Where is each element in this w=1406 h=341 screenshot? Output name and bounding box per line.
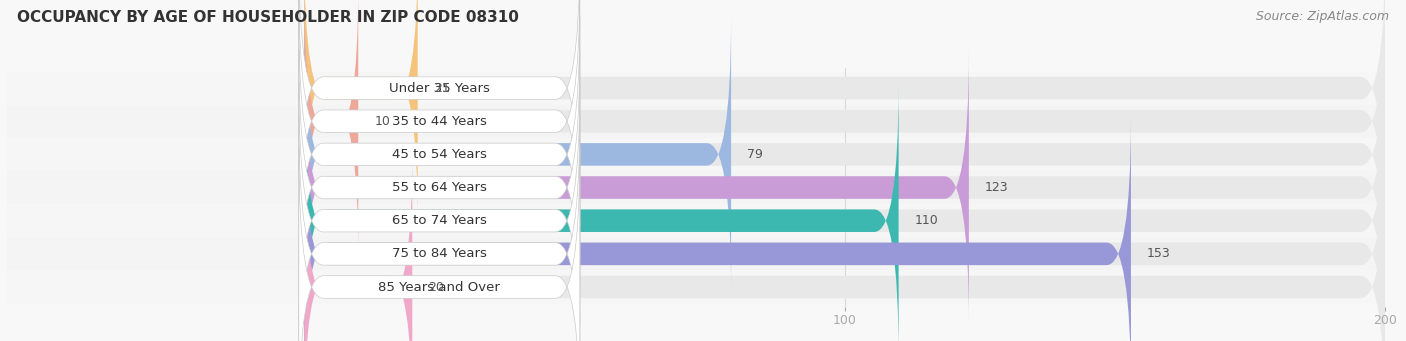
FancyBboxPatch shape xyxy=(304,50,1385,325)
Text: Under 35 Years: Under 35 Years xyxy=(389,81,489,94)
FancyBboxPatch shape xyxy=(299,149,579,341)
Bar xyxy=(7,270,1385,303)
FancyBboxPatch shape xyxy=(299,83,579,341)
Bar xyxy=(7,204,1385,237)
FancyBboxPatch shape xyxy=(299,50,579,325)
Text: 65 to 74 Years: 65 to 74 Years xyxy=(392,214,486,227)
FancyBboxPatch shape xyxy=(299,116,579,341)
Text: 110: 110 xyxy=(915,214,939,227)
Bar xyxy=(7,171,1385,204)
Text: 85 Years and Over: 85 Years and Over xyxy=(378,281,501,294)
FancyBboxPatch shape xyxy=(304,0,359,259)
Text: 35 to 44 Years: 35 to 44 Years xyxy=(392,115,486,128)
Text: 55 to 64 Years: 55 to 64 Years xyxy=(392,181,486,194)
FancyBboxPatch shape xyxy=(304,16,731,292)
Text: Source: ZipAtlas.com: Source: ZipAtlas.com xyxy=(1256,10,1389,23)
FancyBboxPatch shape xyxy=(304,50,969,325)
Text: 79: 79 xyxy=(748,148,763,161)
FancyBboxPatch shape xyxy=(304,116,1385,341)
FancyBboxPatch shape xyxy=(304,116,1130,341)
Text: 45 to 54 Years: 45 to 54 Years xyxy=(392,148,486,161)
FancyBboxPatch shape xyxy=(304,83,898,341)
FancyBboxPatch shape xyxy=(304,149,412,341)
Text: 10: 10 xyxy=(374,115,391,128)
FancyBboxPatch shape xyxy=(304,0,1385,226)
FancyBboxPatch shape xyxy=(299,16,579,292)
FancyBboxPatch shape xyxy=(304,16,1385,292)
FancyBboxPatch shape xyxy=(299,0,579,226)
FancyBboxPatch shape xyxy=(299,0,579,259)
FancyBboxPatch shape xyxy=(304,0,1385,259)
FancyBboxPatch shape xyxy=(304,149,1385,341)
FancyBboxPatch shape xyxy=(304,83,1385,341)
Bar xyxy=(7,138,1385,171)
Text: 123: 123 xyxy=(986,181,1008,194)
FancyBboxPatch shape xyxy=(304,0,418,226)
Text: 20: 20 xyxy=(429,281,444,294)
Text: 75 to 84 Years: 75 to 84 Years xyxy=(392,247,486,261)
Bar xyxy=(7,105,1385,138)
Bar xyxy=(7,72,1385,105)
Text: OCCUPANCY BY AGE OF HOUSEHOLDER IN ZIP CODE 08310: OCCUPANCY BY AGE OF HOUSEHOLDER IN ZIP C… xyxy=(17,10,519,25)
Text: 21: 21 xyxy=(434,81,450,94)
Text: 153: 153 xyxy=(1147,247,1171,261)
Bar xyxy=(7,237,1385,270)
